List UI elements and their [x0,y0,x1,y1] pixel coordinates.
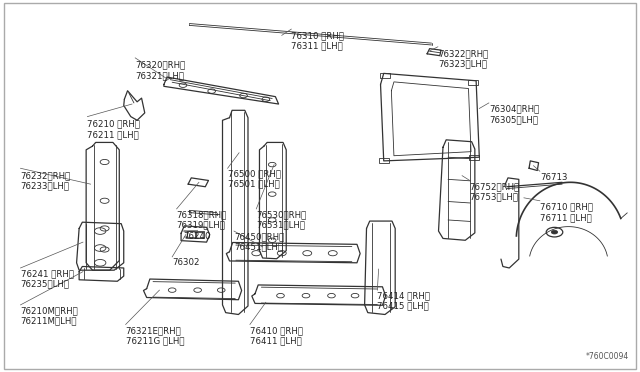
Text: 76310 〈RH〉
76311 〈LH〉: 76310 〈RH〉 76311 〈LH〉 [291,31,344,50]
Text: 76318〈RH〉
76319〈LH〉: 76318〈RH〉 76319〈LH〉 [177,210,227,230]
Bar [380,73,390,78]
Text: 76410 〈RH〉
76411 〈LH〉: 76410 〈RH〉 76411 〈LH〉 [250,326,303,346]
Text: 76414 〈RH〉
76415 〈LH〉: 76414 〈RH〉 76415 〈LH〉 [378,291,430,311]
Text: 76304〈RH〉
76305〈LH〉: 76304〈RH〉 76305〈LH〉 [489,105,539,124]
Bar [380,158,390,163]
Text: 76241 〈RH〉
76235〈LH〉: 76241 〈RH〉 76235〈LH〉 [20,269,74,288]
Text: 76320〈RH〉
76321〈LH〉: 76320〈RH〉 76321〈LH〉 [135,61,186,80]
Text: 76210M〈RH〉
76211M〈LH〉: 76210M〈RH〉 76211M〈LH〉 [20,306,78,326]
Text: 76530〈RH〉
76531〈LH〉: 76530〈RH〉 76531〈LH〉 [256,210,307,230]
Text: 76240: 76240 [183,232,211,241]
Text: 76302: 76302 [172,258,200,267]
Text: 76210 〈RH〉
76211 〈LH〉: 76210 〈RH〉 76211 〈LH〉 [88,119,140,139]
Text: *760C0094: *760C0094 [586,352,629,361]
Text: 76710 〈RH〉
76711 〈LH〉: 76710 〈RH〉 76711 〈LH〉 [540,203,593,222]
Text: 76500 〈RH〉
76501 〈LH〉: 76500 〈RH〉 76501 〈LH〉 [228,169,280,189]
Text: 76450〈RH〉
76451〈LH〉: 76450〈RH〉 76451〈LH〉 [234,232,284,251]
Circle shape [551,230,557,234]
Bar [188,231,195,238]
Text: 76321E〈RH〉
76211G 〈LH〉: 76321E〈RH〉 76211G 〈LH〉 [125,326,184,346]
Text: 76752〈RH〉
76753〈LH〉: 76752〈RH〉 76753〈LH〉 [470,182,520,202]
Text: 76713: 76713 [540,173,567,182]
Text: 76322〈RH〉
76323〈LH〉: 76322〈RH〉 76323〈LH〉 [438,49,488,69]
Bar [468,80,478,85]
Bar [196,231,204,238]
Bar [469,155,479,160]
Text: 76232〈RH〉
76233〈LH〉: 76232〈RH〉 76233〈LH〉 [20,171,71,190]
